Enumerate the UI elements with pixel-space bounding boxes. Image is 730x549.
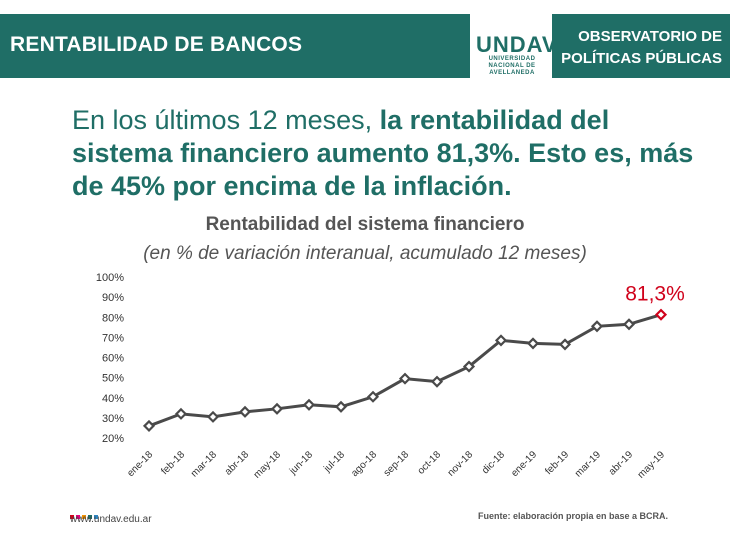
data-point	[366, 390, 380, 403]
x-tick-label: jun-18	[287, 449, 315, 477]
page-title: RENTABILIDAD DE BANCOS	[10, 33, 303, 56]
x-tick-label: feb-19	[543, 449, 571, 477]
y-tick-label: 80%	[102, 312, 124, 324]
x-axis-ticks: ene-18 feb-18 mar-18 abr-18 may-18 jun-18 jul-…	[125, 449, 667, 481]
data-point	[398, 372, 412, 385]
data-point	[302, 398, 316, 411]
x-tick-label: abr-19	[607, 449, 636, 478]
x-tick-label: jul-18	[321, 449, 347, 475]
data-point	[526, 337, 540, 350]
observatorio-banner: OBSERVATORIO DE POLÍTICAS PÚBLICAS	[552, 14, 730, 78]
x-tick-label: mar-18	[189, 449, 219, 479]
data-point	[558, 338, 572, 351]
y-tick-label: 50%	[102, 373, 124, 385]
x-tick-label: ene-18	[125, 449, 155, 479]
source-note: Fuente: elaboración propia en base a BCR…	[477, 511, 668, 521]
observatorio-line-1: OBSERVATORIO DE	[578, 28, 722, 45]
data-point	[270, 402, 284, 415]
data-point	[654, 308, 668, 321]
y-tick-label: 60%	[102, 353, 124, 365]
y-tick-label: 40%	[102, 393, 124, 405]
chart-title: Rentabilidad del sistema financiero	[205, 214, 525, 235]
x-tick-label: abr-18	[223, 449, 252, 478]
x-tick-label: sep-18	[382, 449, 412, 479]
y-axis-ticks: 20% 30% 40% 50% 60% 70% 80% 90% 100%	[96, 272, 124, 445]
y-tick-label: 20%	[102, 433, 124, 445]
header: RENTABILIDAD DE BANCOS UNDAV UNIVERSIDAD…	[0, 0, 730, 93]
x-tick-label: ago-18	[349, 449, 379, 479]
x-tick-label: dic-18	[480, 449, 507, 476]
x-tick-label: oct-18	[416, 449, 444, 477]
data-points	[142, 308, 668, 432]
undav-logo: UNDAV UNIVERSIDAD NACIONAL DE AVELLANEDA	[476, 16, 558, 80]
x-tick-label: may-19	[636, 449, 668, 481]
website-url[interactable]: www.undav.edu.ar	[70, 514, 152, 525]
logo-mark: UNDAV	[476, 32, 558, 57]
data-point	[462, 360, 476, 373]
x-tick-label: mar-19	[573, 449, 603, 479]
headline-part-2: la rentabilidad del sistema financiero a…	[72, 105, 694, 201]
logo-sub-3: AVELLANEDA	[489, 70, 535, 76]
logo-sub-2: NACIONAL DE	[488, 63, 536, 69]
data-point	[142, 419, 156, 432]
data-point	[238, 405, 252, 418]
headline-part-1: En los últimos 12 meses,	[72, 105, 380, 135]
color-dots	[70, 506, 100, 524]
y-tick-label: 90%	[102, 292, 124, 304]
x-tick-label: feb-18	[159, 449, 187, 477]
title-banner: RENTABILIDAD DE BANCOS	[0, 14, 470, 78]
y-tick-label: 30%	[102, 413, 124, 425]
x-tick-label: ene-19	[509, 449, 539, 479]
logo-sub-1: UNIVERSIDAD	[488, 56, 536, 62]
chart-subtitle: (en % de variación interanual, acumulado…	[143, 243, 587, 264]
data-point	[590, 320, 604, 333]
y-tick-label: 70%	[102, 332, 124, 344]
data-point	[622, 318, 636, 331]
headline: En los últimos 12 meses, la rentabilidad…	[72, 104, 712, 203]
data-point	[430, 375, 444, 388]
data-point	[174, 407, 188, 420]
data-point	[206, 410, 220, 423]
observatorio-line-2: POLÍTICAS PÚBLICAS	[561, 50, 722, 67]
x-tick-label: nov-18	[446, 449, 476, 479]
series-line	[148, 313, 662, 428]
y-tick-label: 100%	[96, 272, 124, 284]
data-point	[494, 334, 508, 347]
data-point	[334, 400, 348, 413]
highlight-label: 81,3%	[625, 283, 685, 306]
x-tick-label: may-18	[252, 449, 284, 481]
